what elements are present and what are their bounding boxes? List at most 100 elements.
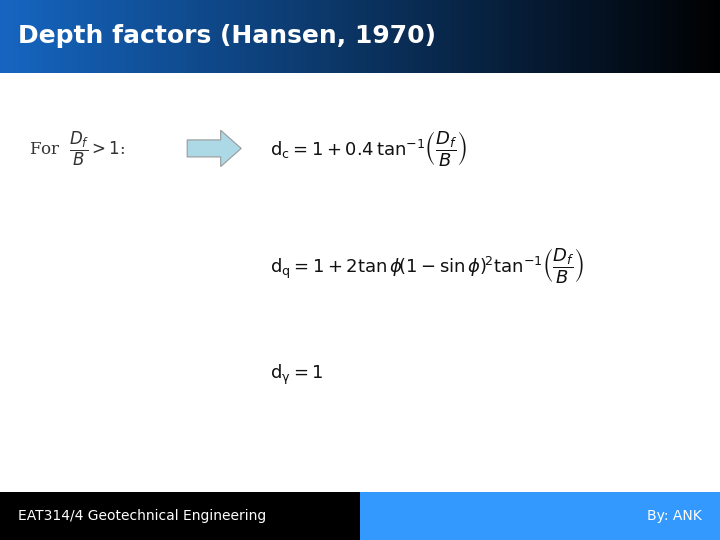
Bar [564, 0, 572, 73]
Bar [102, 0, 109, 73]
Bar [588, 0, 595, 73]
Text: $\mathrm{d_\gamma} = 1$: $\mathrm{d_\gamma} = 1$ [270, 363, 323, 387]
Bar [306, 0, 313, 73]
Bar [360, 492, 720, 540]
Bar [342, 0, 349, 73]
Bar [246, 0, 253, 73]
Bar [18, 0, 25, 73]
Bar [204, 0, 212, 73]
Bar [546, 0, 554, 73]
Bar [174, 0, 181, 73]
Bar [294, 0, 302, 73]
Text: EAT314/4 Geotechnical Engineering: EAT314/4 Geotechnical Engineering [18, 509, 266, 523]
Bar [384, 0, 392, 73]
Bar [522, 0, 529, 73]
Bar [558, 0, 565, 73]
Bar [24, 0, 32, 73]
Bar [144, 0, 151, 73]
Bar [222, 0, 230, 73]
Text: $\mathrm{d_q} = 1 + 2\tan\phi\!\left(1-\sin\phi\right)^{\!2}\tan^{-1}\!\left(\df: $\mathrm{d_q} = 1 + 2\tan\phi\!\left(1-\… [270, 246, 585, 286]
Bar [618, 0, 626, 73]
Bar [150, 0, 158, 73]
Bar [216, 0, 223, 73]
Bar [582, 0, 590, 73]
Text: For  $\dfrac{D_f}{B}>1$:: For $\dfrac{D_f}{B}>1$: [29, 129, 125, 167]
Bar [492, 0, 500, 73]
Bar [138, 0, 145, 73]
Bar [192, 0, 199, 73]
Bar [48, 0, 55, 73]
Bar [0, 0, 7, 73]
Bar [288, 0, 295, 73]
Bar [264, 0, 271, 73]
Bar [210, 0, 217, 73]
Bar [348, 0, 356, 73]
Bar [552, 0, 559, 73]
Bar [378, 0, 385, 73]
Bar [354, 0, 361, 73]
Bar [576, 0, 583, 73]
Bar [426, 0, 433, 73]
Bar [126, 0, 133, 73]
Bar [72, 0, 79, 73]
Bar [678, 0, 685, 73]
Bar [648, 0, 655, 73]
Text: $\mathrm{d_c} = 1 + 0.4\,\tan^{-1}\!\left(\dfrac{D_f}{B}\right)$: $\mathrm{d_c} = 1 + 0.4\,\tan^{-1}\!\lef… [270, 129, 467, 168]
Bar [480, 0, 487, 73]
Bar [486, 0, 493, 73]
Bar [42, 0, 50, 73]
Bar [534, 0, 541, 73]
Bar [78, 0, 86, 73]
Bar [702, 0, 709, 73]
Bar [156, 0, 163, 73]
Bar [624, 0, 631, 73]
Bar [318, 0, 325, 73]
Bar [54, 0, 61, 73]
Bar [390, 0, 397, 73]
Bar [120, 0, 127, 73]
Bar [330, 0, 338, 73]
Bar [570, 0, 577, 73]
Bar [312, 0, 320, 73]
FancyArrow shape [187, 130, 241, 166]
Bar [498, 0, 505, 73]
Bar [300, 0, 307, 73]
Bar [666, 0, 673, 73]
Bar [510, 0, 518, 73]
Bar [360, 0, 367, 73]
Bar [468, 0, 475, 73]
Bar [12, 0, 19, 73]
Bar [276, 0, 284, 73]
Bar [324, 0, 331, 73]
Bar [714, 0, 720, 73]
Bar [660, 0, 667, 73]
Text: By: ANK: By: ANK [647, 509, 702, 523]
Bar [396, 0, 403, 73]
Bar [474, 0, 482, 73]
Bar [60, 0, 68, 73]
Bar [114, 0, 122, 73]
Bar [516, 0, 523, 73]
Bar [528, 0, 536, 73]
Bar [654, 0, 662, 73]
Bar [228, 0, 235, 73]
Bar [540, 0, 547, 73]
Bar [672, 0, 680, 73]
Bar [504, 0, 511, 73]
Bar [462, 0, 469, 73]
Bar [366, 0, 374, 73]
Bar [684, 0, 691, 73]
Bar [252, 0, 259, 73]
Bar [594, 0, 601, 73]
Bar [372, 0, 379, 73]
Bar [612, 0, 619, 73]
Bar [630, 0, 637, 73]
Bar [420, 0, 428, 73]
Bar [636, 0, 644, 73]
Bar [438, 0, 446, 73]
Bar [90, 0, 97, 73]
Bar [180, 0, 187, 73]
Bar [450, 0, 457, 73]
Bar [414, 0, 421, 73]
Bar [0, 492, 360, 540]
